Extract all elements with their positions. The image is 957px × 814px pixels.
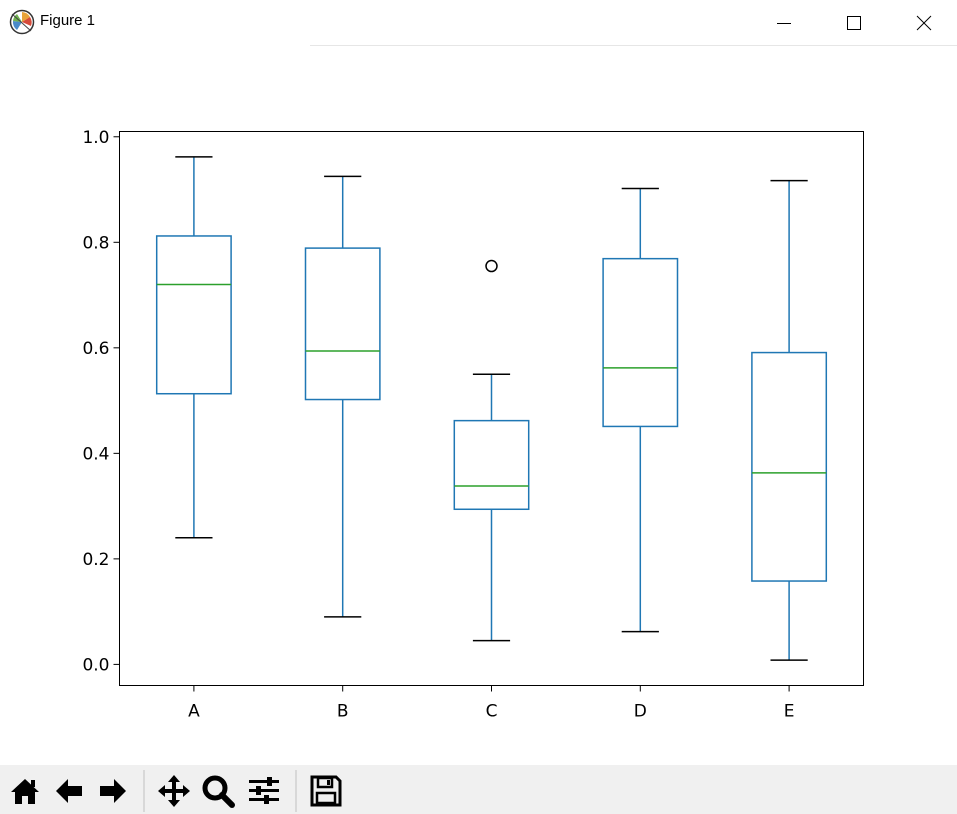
- minimize-icon: [777, 22, 791, 24]
- y-tick-label: 1.0: [82, 128, 109, 148]
- box-group: [155, 156, 232, 539]
- configure-subplots-icon: [249, 777, 279, 804]
- box: [751, 351, 828, 582]
- forward-button[interactable]: [93, 770, 133, 812]
- minimize-button[interactable]: [749, 0, 819, 45]
- box: [602, 257, 679, 428]
- y-tick-label: 0.6: [82, 339, 109, 359]
- x-tick-label: A: [188, 702, 200, 722]
- x-tick-label: C: [486, 702, 498, 722]
- box: [155, 235, 232, 395]
- outlier-point: [485, 259, 498, 273]
- matplotlib-logo-icon: [9, 9, 35, 35]
- back-icon: [56, 779, 82, 803]
- box-group: [602, 187, 679, 633]
- box-group: [751, 179, 828, 661]
- home-icon: [11, 779, 39, 804]
- pan-icon: [158, 775, 190, 807]
- close-button[interactable]: [889, 0, 957, 45]
- close-icon: [916, 15, 932, 30]
- box: [304, 247, 381, 401]
- x-tick-label: D: [634, 702, 647, 722]
- y-tick-label: 0.0: [82, 655, 109, 675]
- y-tick-label: 0.8: [82, 233, 109, 253]
- forward-icon: [100, 779, 126, 803]
- box-group: [304, 175, 381, 618]
- title-bar: Figure 1: [0, 0, 957, 45]
- toolbar-separator: [295, 770, 297, 812]
- title-bar-divider: [310, 45, 957, 46]
- x-tick-label: E: [784, 702, 795, 722]
- home-button[interactable]: [5, 770, 45, 812]
- y-tick-label: 0.2: [82, 550, 109, 570]
- window-title: Figure 1: [40, 12, 96, 29]
- save-button[interactable]: [306, 770, 346, 812]
- configure-subplots-button[interactable]: [244, 770, 284, 812]
- pan-button[interactable]: [154, 770, 194, 812]
- y-tick-label: 0.4: [82, 444, 109, 464]
- back-button[interactable]: [49, 770, 89, 812]
- box-group: [453, 259, 530, 642]
- x-tick-label: B: [337, 702, 349, 722]
- navigation-toolbar: [0, 765, 957, 814]
- zoom-icon: [202, 775, 235, 808]
- zoom-button[interactable]: [198, 770, 238, 812]
- box: [453, 419, 530, 511]
- save-icon: [310, 775, 342, 807]
- maximize-icon: [847, 15, 861, 30]
- toolbar-separator: [143, 770, 145, 812]
- maximize-button[interactable]: [819, 0, 889, 45]
- box-plot[interactable]: 0.0 0.2 0.4 0.6 0.8 1.0 A B C D E: [0, 46, 957, 764]
